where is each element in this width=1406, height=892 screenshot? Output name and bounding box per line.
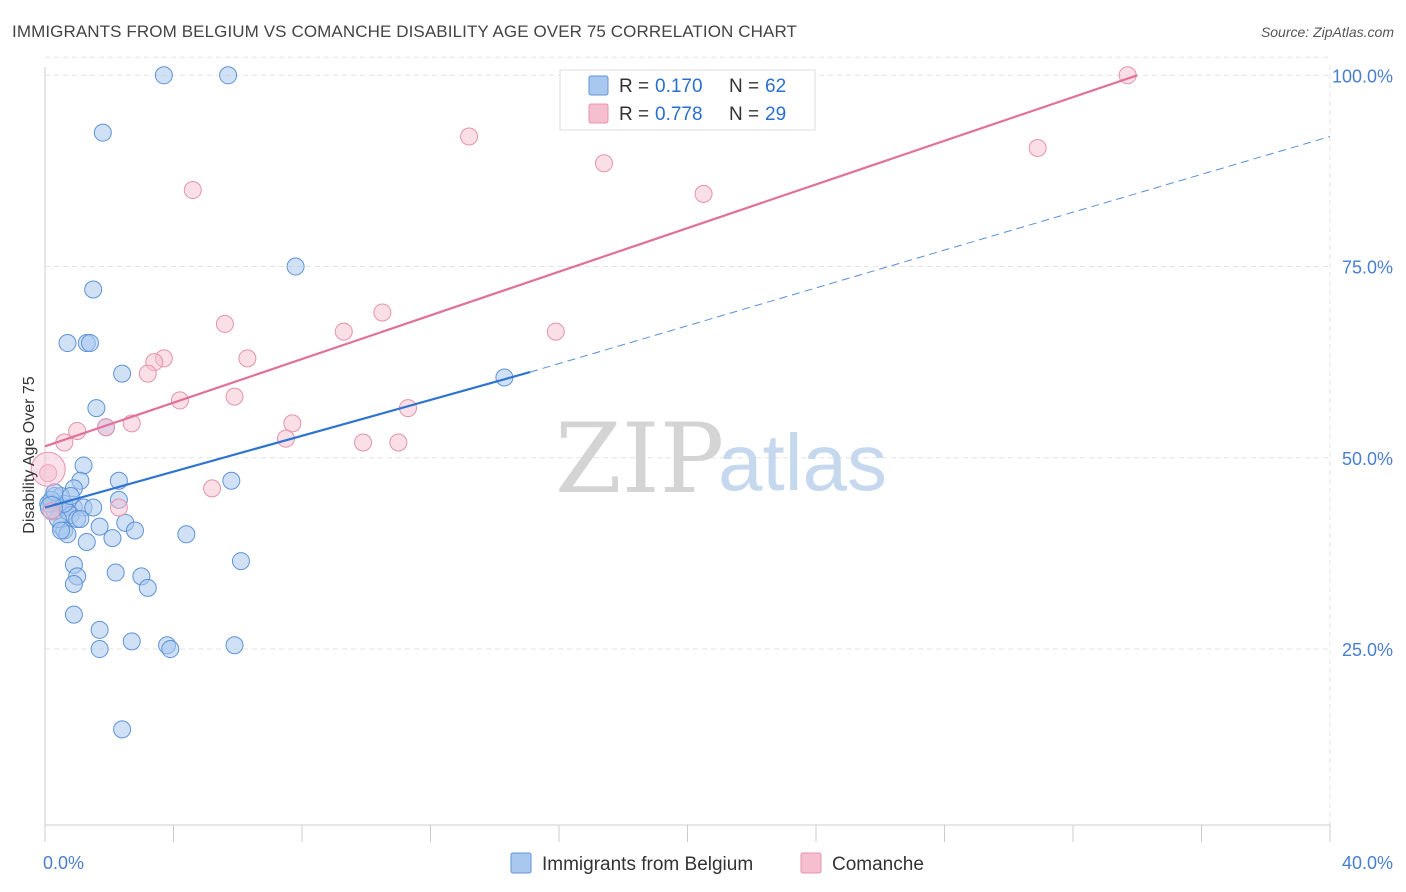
data-point-belgium [219,66,238,85]
data-point-comanche [546,322,565,341]
data-point-belgium [122,632,141,651]
data-point-belgium [286,257,305,276]
data-point-belgium [93,123,112,142]
data-point-comanche [238,349,257,368]
legend-box: R = 0.170 N = 62 R = 0.778 N = 29 [559,69,816,131]
data-point-belgium [231,552,250,571]
data-point-belgium [64,575,83,594]
watermark-zip: ZIP [555,403,724,515]
data-point-belgium [161,640,180,659]
data-point-belgium [103,529,122,548]
legend-r-label-1: R = [619,76,649,97]
y-axis-label: Disability Age Over 75 [21,376,38,534]
legend-n-label-1: N = [729,76,759,97]
bottom-legend-label-belgium: Immigrants from Belgium [542,854,753,875]
legend-n-value-1: 62 [765,76,786,97]
data-point-comanche [39,464,58,483]
trend-line-belgium-extension [529,136,1331,373]
legend-r-label-2: R = [619,104,649,125]
data-point-comanche-large [30,451,66,487]
data-point-comanche [334,322,353,341]
data-point-belgium [225,636,244,655]
data-point-comanche [373,303,392,322]
data-point-comanche [1028,138,1047,157]
data-point-comanche [694,184,713,203]
data-point-belgium [90,517,109,536]
trend-line-comanche [44,74,1138,448]
chart-title: IMMIGRANTS FROM BELGIUM VS COMANCHE DISA… [12,22,798,41]
watermark: ZIP atlas [555,403,887,515]
data-point-belgium [77,532,96,551]
legend-swatch-belgium [588,75,609,96]
data-point-belgium [222,471,241,490]
data-point-belgium [71,510,90,528]
x-tick-label-min: 0.0% [43,853,84,873]
data-point-belgium [106,563,125,582]
y-tick-label: 50.0% [1342,449,1393,469]
bottom-legend: Immigrants from Belgium Comanche [510,852,924,875]
series-belgium-points [39,66,514,739]
y-tick-label: 75.0% [1342,258,1393,278]
trend-lines [44,74,1331,509]
data-point-comanche [225,387,244,406]
legend-n-label-2: N = [729,104,759,125]
chart-source: Source: ZipAtlas.com [1260,24,1394,40]
data-point-belgium [113,720,132,739]
bottom-legend-label-comanche: Comanche [832,854,924,875]
data-point-comanche [203,479,222,498]
data-point-belgium [90,620,109,639]
data-point-comanche [138,364,157,383]
data-point-comanche [68,422,87,441]
y-tick-labels: 25.0% 50.0% 75.0% 100.0% [1332,66,1393,660]
data-point-belgium [74,456,93,475]
legend-r-value-2: 0.778 [655,104,703,125]
data-point-comanche [109,498,128,517]
y-tick-label: 25.0% [1342,640,1393,660]
data-point-belgium [138,578,157,597]
data-point-belgium [113,364,132,383]
x-tick-labels: 0.0% 40.0% [43,853,1393,873]
data-point-belgium [90,640,109,659]
bottom-legend-swatch-comanche [800,852,822,874]
data-point-comanche [215,314,234,333]
data-point-comanche [594,154,613,173]
data-point-comanche [354,433,373,452]
data-point-belgium [125,521,144,540]
data-point-belgium [80,334,99,353]
data-point-belgium [154,66,173,85]
data-point-belgium [52,521,71,540]
data-point-comanche [283,414,302,433]
y-tick-label: 100.0% [1332,66,1393,86]
data-point-belgium [84,498,103,517]
x-tick-label-max: 40.0% [1342,853,1393,873]
data-point-belgium [177,525,196,544]
data-point-comanche [389,433,408,452]
watermark-atlas: atlas [718,418,887,507]
data-point-comanche [183,181,202,200]
data-point-belgium [64,605,83,624]
series-comanche-points [30,66,1137,521]
data-point-comanche [97,418,116,437]
legend-r-value-1: 0.170 [655,76,703,97]
data-point-belgium [58,334,77,353]
trend-line-belgium [44,371,531,509]
bottom-legend-swatch-belgium [510,852,532,874]
data-point-belgium [84,280,103,299]
legend-n-value-2: 29 [765,104,786,125]
data-point-comanche [460,127,479,146]
legend-swatch-comanche [588,103,609,124]
data-point-belgium [87,399,106,418]
